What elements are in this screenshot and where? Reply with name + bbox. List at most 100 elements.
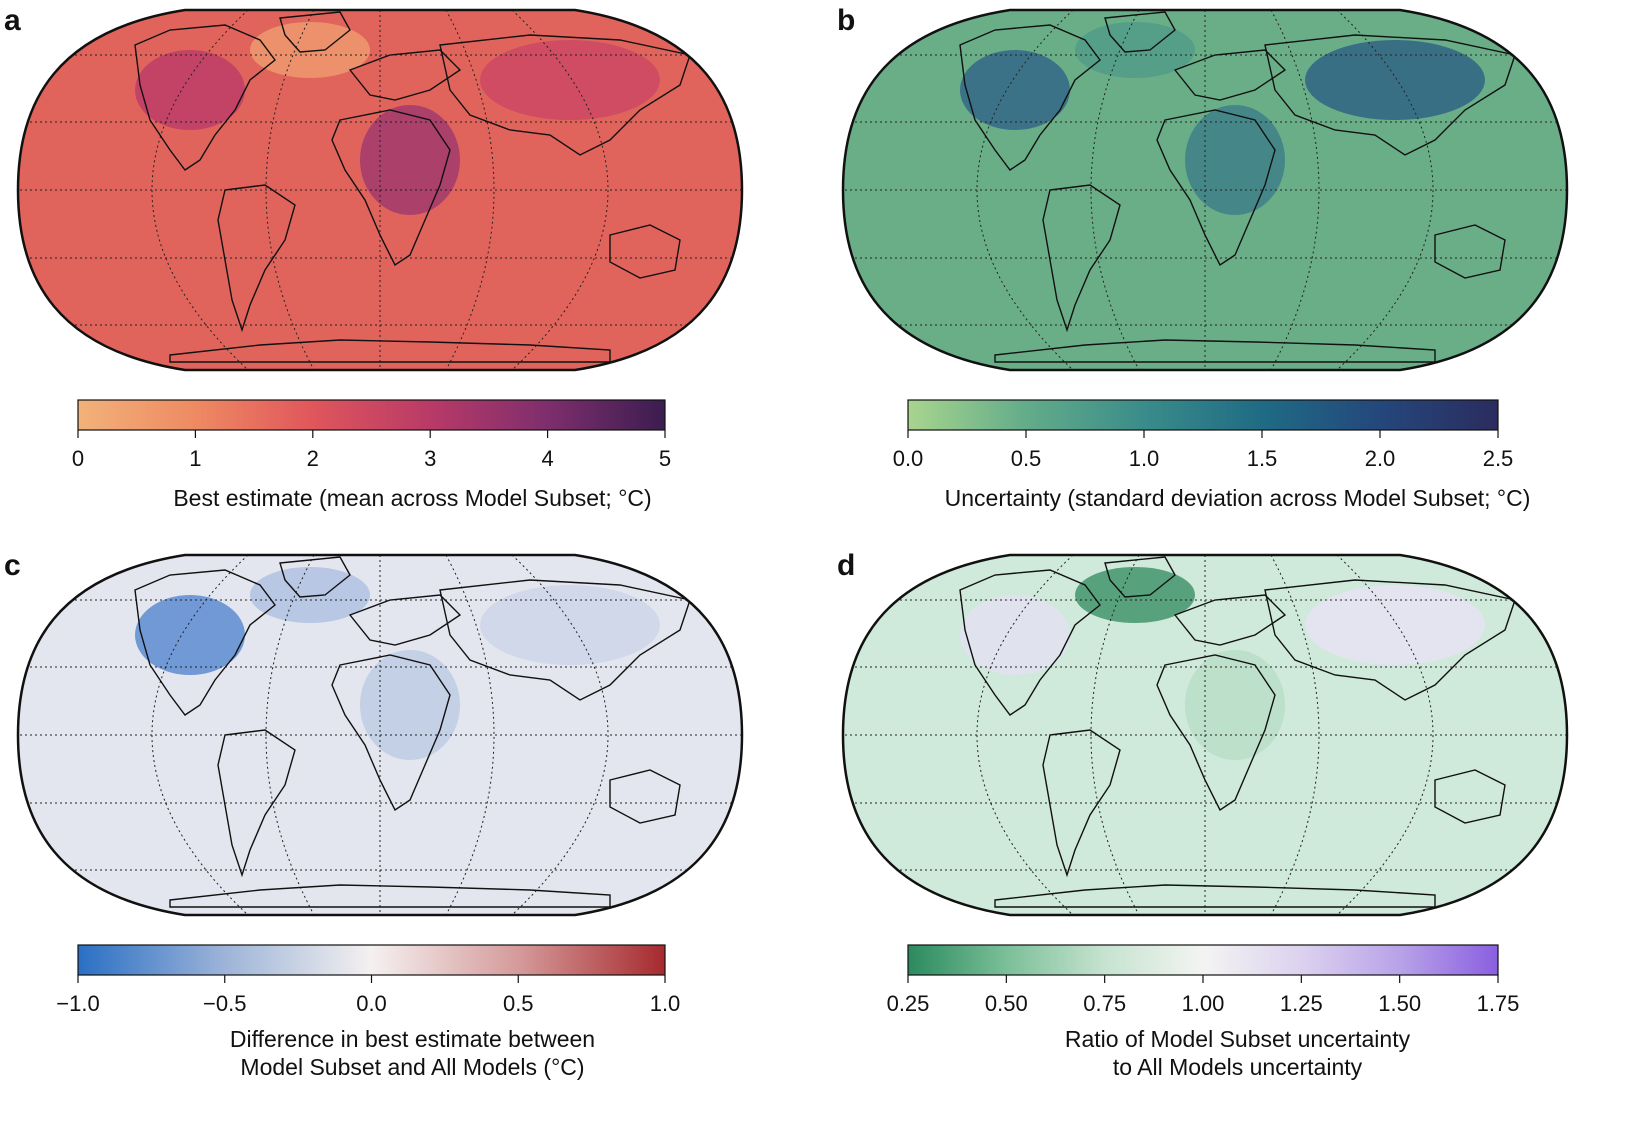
colorbar-gradient xyxy=(77,399,666,431)
coastline xyxy=(609,769,681,824)
coastline xyxy=(1173,49,1287,101)
map-anomaly-region xyxy=(480,585,660,665)
world-map xyxy=(16,553,744,917)
colorbar: −1.0 −0.5 0.0 0.5 1.0 xyxy=(56,944,681,1016)
colorbar: 0.25 0.50 0.75 1.00 1.25 1.50 1.75 xyxy=(887,944,1520,1016)
map-anomaly-region xyxy=(960,50,1070,130)
map-anomaly-region xyxy=(1075,22,1195,78)
coastline xyxy=(1042,184,1121,333)
coastline xyxy=(331,654,451,812)
panel-d: d 0.25 0.50 0.75 1.00 1.25 1.50 1.75 Ratio of … xyxy=(825,545,1650,1117)
colorbar-label-line: Best estimate (mean across Model Subset;… xyxy=(173,485,652,511)
coastline xyxy=(217,729,296,878)
coastline xyxy=(1104,11,1176,53)
colorbar-tick-label: 1.0 xyxy=(1129,446,1160,471)
panel-letter: d xyxy=(837,549,856,582)
graticule-meridian xyxy=(1336,555,1434,915)
map-outline xyxy=(841,8,1569,372)
map-anomaly-region xyxy=(250,22,370,78)
coastline xyxy=(959,24,1101,171)
coastline xyxy=(1434,769,1506,824)
colorbar-label: Uncertainty (standard deviation across M… xyxy=(825,484,1650,512)
colorbar-label: Difference in best estimate between Mode… xyxy=(0,1025,825,1081)
panel-a: a 0 1 2 3 4 5 Best estimate (mean across Mode… xyxy=(0,0,825,572)
panel-letter: b xyxy=(837,4,856,37)
colorbar-tick-label: 1.5 xyxy=(1247,446,1278,471)
map-anomaly-region xyxy=(250,567,370,623)
colorbar-tick-label: 1.50 xyxy=(1378,991,1421,1016)
map-anomaly-region xyxy=(480,40,660,120)
colorbar-tick-label: 0 xyxy=(72,446,84,471)
coastline xyxy=(279,556,351,598)
coastline xyxy=(217,184,296,333)
colorbar-label: Ratio of Model Subset uncertainty to All… xyxy=(825,1025,1650,1081)
colorbar-tick-label: 0.50 xyxy=(985,991,1028,1016)
colorbar-tick-label: 2.5 xyxy=(1483,446,1514,471)
panel-c: c −1.0 −0.5 0.0 0.5 1.0 Difference in best e… xyxy=(0,545,825,1117)
coastline xyxy=(1434,224,1506,279)
graticule-meridian xyxy=(511,10,609,370)
map-anomaly-region xyxy=(1185,650,1285,760)
coastline xyxy=(1104,556,1176,598)
colorbar-tick-label: 2 xyxy=(307,446,319,471)
map-anomaly-region xyxy=(1305,585,1485,665)
map-anomaly-region xyxy=(1305,40,1485,120)
colorbar-label-line: Uncertainty (standard deviation across M… xyxy=(944,485,1531,511)
colorbar-tick-label: 4 xyxy=(541,446,553,471)
coastline xyxy=(1156,654,1276,812)
colorbar-label: Best estimate (mean across Model Subset;… xyxy=(0,484,825,512)
colorbar-tick-label: 1.25 xyxy=(1280,991,1323,1016)
colorbar-tick-label: −0.5 xyxy=(203,991,246,1016)
coastline xyxy=(348,49,462,101)
colorbar-label-line: Difference in best estimate between xyxy=(229,1026,596,1052)
coastline xyxy=(959,569,1101,716)
coastline xyxy=(169,339,611,363)
map-anomaly-region xyxy=(1185,105,1285,215)
panel-b: b 0.0 0.5 1.0 1.5 2.0 2.5 Uncertainty (standa… xyxy=(825,0,1650,572)
coastline xyxy=(134,569,276,716)
graticule-meridian xyxy=(511,555,609,915)
colorbar-tick-label: 3 xyxy=(424,446,436,471)
coastline xyxy=(609,224,681,279)
panel-letter: a xyxy=(4,4,21,37)
coastline xyxy=(994,339,1436,363)
coastline xyxy=(1264,579,1516,701)
map-anomaly-region xyxy=(135,595,245,675)
colorbar-tick-label: 1 xyxy=(189,446,201,471)
coastline xyxy=(439,579,691,701)
graticule-meridian xyxy=(151,10,249,370)
colorbar-tick-label: 0.5 xyxy=(1011,446,1042,471)
colorbar-tick-label: 0.75 xyxy=(1083,991,1126,1016)
map-field xyxy=(18,555,742,915)
map-field xyxy=(18,10,742,370)
colorbar-tick-label: 1.00 xyxy=(1182,991,1225,1016)
colorbar-gradient xyxy=(77,944,666,976)
graticule-meridian xyxy=(1336,10,1434,370)
map-anomaly-region xyxy=(360,105,460,215)
map-anomaly-region xyxy=(135,50,245,130)
colorbar-tick-label: 1.0 xyxy=(650,991,681,1016)
coastline xyxy=(1173,594,1287,646)
coastline xyxy=(1156,109,1276,267)
colorbar: 0 1 2 3 4 5 xyxy=(72,399,671,471)
colorbar-gradient xyxy=(907,399,1499,431)
colorbar-tick-label: 5 xyxy=(659,446,671,471)
map-outline xyxy=(16,553,744,917)
colorbar-tick-label: 0.5 xyxy=(503,991,534,1016)
graticule-meridian xyxy=(151,555,249,915)
map-field xyxy=(843,555,1567,915)
coastline xyxy=(331,109,451,267)
coastline xyxy=(1264,34,1516,156)
colorbar-tick-label: 1.75 xyxy=(1477,991,1520,1016)
colorbar-label-line: to All Models uncertainty xyxy=(1112,1054,1363,1080)
colorbar-label-line: Model Subset and All Models (°C) xyxy=(240,1054,585,1080)
coastline xyxy=(279,11,351,53)
map-anomaly-region xyxy=(360,650,460,760)
map-outline xyxy=(841,553,1569,917)
colorbar-tick-label: 0.0 xyxy=(356,991,387,1016)
coastline xyxy=(348,594,462,646)
map-anomaly-region xyxy=(1075,567,1195,623)
colorbar-tick-label: 0.0 xyxy=(893,446,924,471)
coastline xyxy=(134,24,276,171)
graticule-meridian xyxy=(976,10,1074,370)
